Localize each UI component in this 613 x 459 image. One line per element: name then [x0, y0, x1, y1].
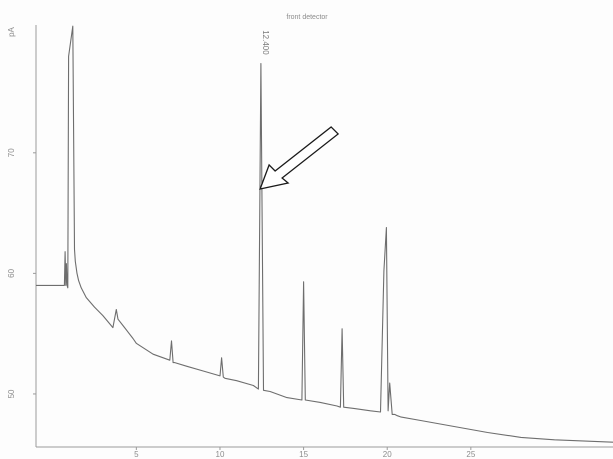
axes [35, 25, 613, 448]
tick-labels: 50 60 70 5 10 15 20 25 [7, 148, 476, 459]
x-tick-label: 10 [216, 450, 225, 459]
x-tick-label: 15 [299, 450, 308, 459]
series-layer [36, 25, 613, 443]
y-tick-label: 50 [7, 389, 16, 398]
y-axis-label: pA [7, 26, 16, 36]
y-tick-label: 70 [7, 148, 16, 157]
y-tick-label: 60 [7, 268, 16, 277]
chart-title: front detector [286, 14, 328, 21]
x-tick-label: 20 [383, 450, 392, 459]
annotations: 12.400 [259, 30, 340, 190]
x-tick-label: 5 [134, 450, 139, 459]
peak-label: 12.400 [261, 30, 270, 55]
chromatogram-trace [36, 25, 613, 443]
arrow-annotation [259, 126, 340, 190]
x-tick-label: 25 [466, 450, 475, 459]
